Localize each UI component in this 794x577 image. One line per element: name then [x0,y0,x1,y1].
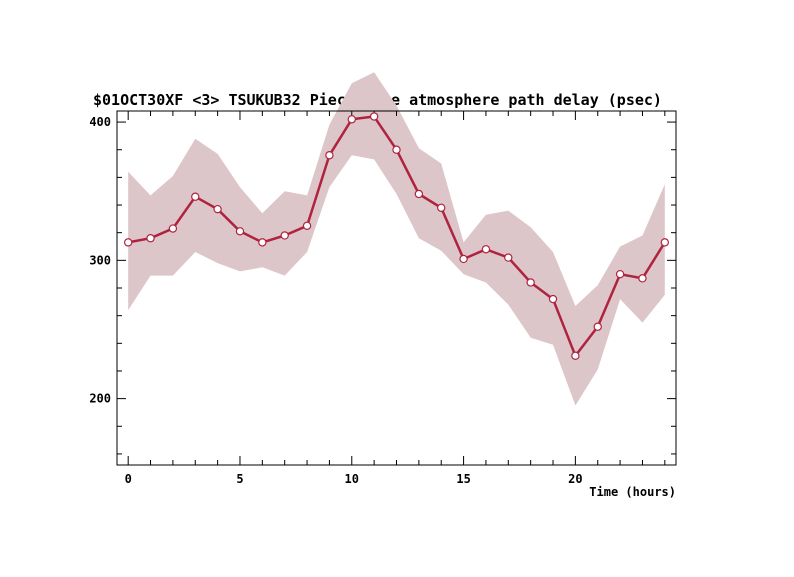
data-point [325,151,334,160]
data-point [481,245,491,254]
data-point [571,351,580,360]
x-tick-label: 20 [568,472,582,486]
data-point [638,274,647,283]
x-tick-label: 5 [236,472,243,486]
data-point [437,203,446,212]
data-point [258,238,267,247]
x-tick-label: 0 [125,472,132,486]
y-tick-label: 400 [89,115,111,129]
x-axis-label: Time (hours) [589,485,676,499]
x-tick-label: 15 [456,472,470,486]
data-point [191,192,200,201]
data-point [660,238,670,247]
data-point [146,234,155,243]
data-point [123,238,133,247]
data-point [213,204,222,214]
data-point [615,269,625,279]
data-point [459,254,468,264]
data-point [168,224,178,233]
data-point [526,278,535,287]
data-point [235,227,245,236]
data-point [280,231,289,240]
y-tick-label: 300 [89,253,111,267]
data-point [302,221,312,230]
data-point [548,294,558,304]
y-tick-label: 200 [89,392,111,406]
data-point [593,322,602,331]
data-point [347,115,356,124]
data-point [392,145,401,154]
data-point [414,189,424,199]
data-point [369,112,379,121]
error-band [128,72,665,406]
data-point [504,253,513,262]
plot-area: 0 5 10 15 20 200 300 400 [89,72,677,486]
x-tick-label: 10 [345,472,359,486]
